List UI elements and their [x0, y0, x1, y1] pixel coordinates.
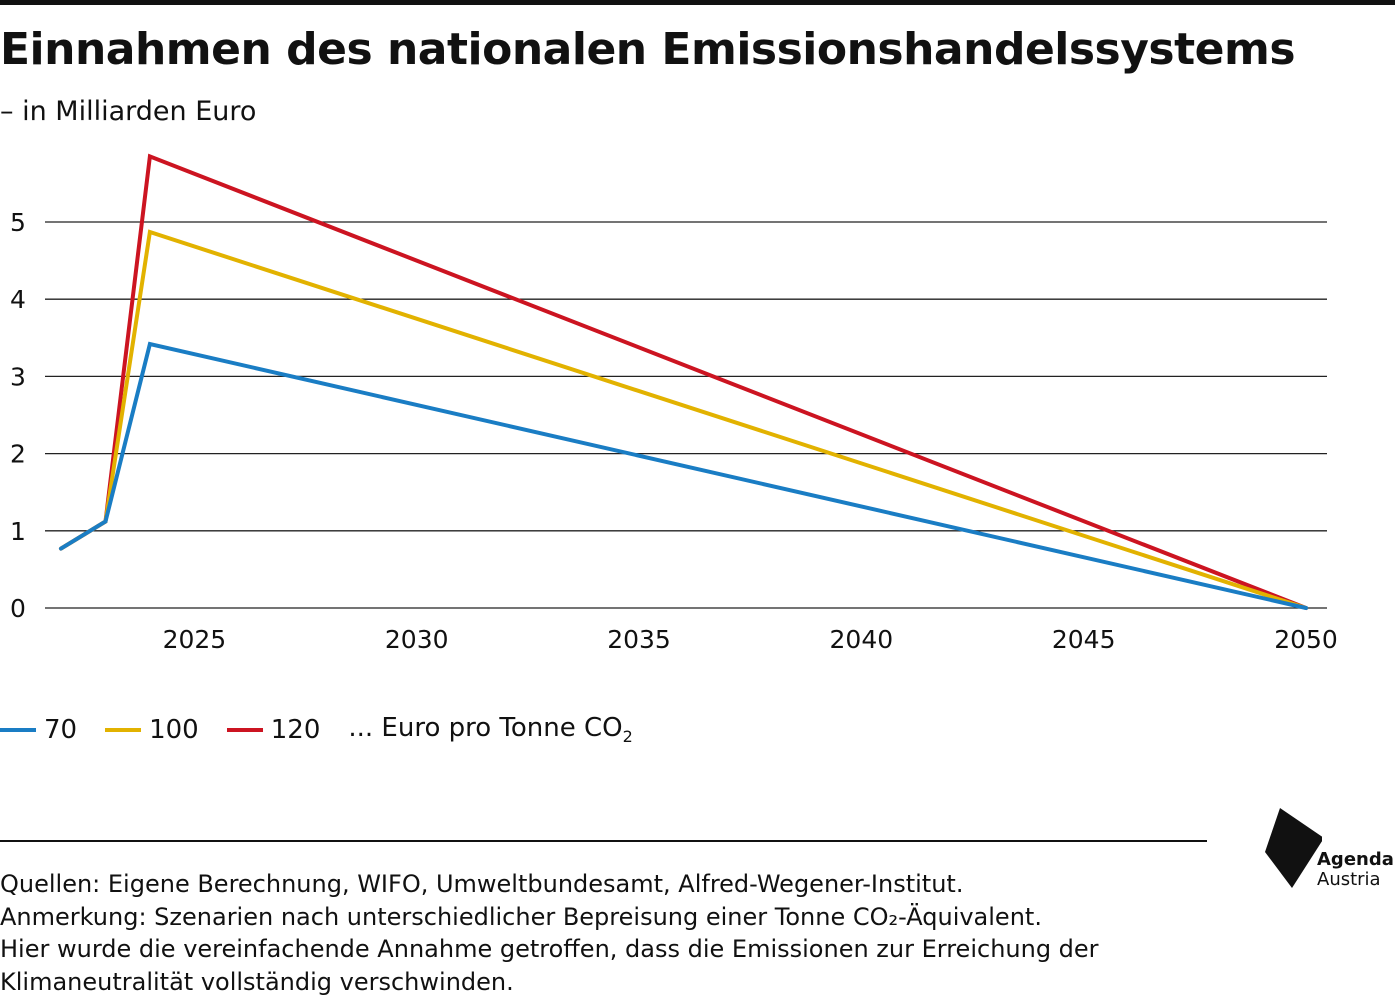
footnote-assumption-1: Hier wurde die vereinfachende Annahme ge… — [0, 935, 1099, 963]
series-line-100 — [59, 229, 1308, 610]
chart-subtitle: – in Milliarden Euro — [0, 96, 257, 127]
legend-swatch-100 — [105, 728, 142, 732]
x-tick-label-2040: 2040 — [830, 625, 894, 654]
footnotes: Quellen: Eigene Berechnung, WIFO, Umwelt… — [0, 868, 1099, 998]
x-tick-label-2045: 2045 — [1052, 625, 1116, 654]
x-tick-label-2025: 2025 — [163, 625, 227, 654]
x-tick-label-2030: 2030 — [385, 625, 449, 654]
legend-note-subscript: 2 — [622, 727, 633, 747]
legend-item-70: 70 — [0, 715, 77, 745]
top-rule — [0, 0, 1395, 5]
y-tick-label-4: 4 — [10, 285, 26, 314]
logo-mark-icon — [1265, 808, 1322, 888]
footer-rule — [0, 840, 1207, 842]
line-chart: 0 1 2 3 4 5 2025 2030 2035 2040 2045 2050 — [10, 153, 1338, 654]
footnote-sources: Quellen: Eigene Berechnung, WIFO, Umwelt… — [0, 870, 964, 898]
logo-line-1: Agenda — [1317, 849, 1394, 870]
x-tick-label-2050: 2050 — [1274, 625, 1338, 654]
logo-line-2: Austria — [1317, 869, 1381, 890]
series-line-120 — [59, 153, 1308, 610]
legend-unit-note: ... Euro pro Tonne CO2 — [348, 713, 632, 746]
y-tick-label-3: 3 — [10, 362, 26, 391]
legend-item-100: 100 — [105, 715, 199, 745]
y-tick-label-5: 5 — [10, 208, 26, 237]
legend-label-100: 100 — [149, 715, 199, 745]
y-tick-label-1: 1 — [10, 517, 26, 546]
logo-text: Agenda Austria — [1317, 850, 1394, 890]
series-line-70 — [59, 341, 1308, 610]
agenda-austria-logo: Agenda Austria — [1262, 806, 1395, 896]
y-tick-label-2: 2 — [10, 440, 26, 469]
legend-label-120: 120 — [270, 715, 321, 745]
legend-label-70: 70 — [44, 715, 78, 745]
x-tick-label-2035: 2035 — [607, 625, 671, 654]
legend-note-text: ... Euro pro Tonne CO — [348, 713, 623, 744]
footnote-remark: Anmerkung: Szenarien nach unterschiedlic… — [0, 902, 1042, 931]
legend-swatch-120 — [226, 728, 263, 732]
legend-item-120: 120 — [226, 715, 321, 745]
footnote-assumption-2: Klimaneutralität vollständig verschwinde… — [0, 967, 514, 996]
legend-swatch-70 — [0, 728, 36, 732]
y-tick-label-0: 0 — [10, 594, 26, 623]
chart-title: Einnahmen des nationalen Emissionshandel… — [0, 24, 1296, 75]
legend: 70 100 120 ... Euro pro Tonne CO2 — [0, 712, 633, 748]
